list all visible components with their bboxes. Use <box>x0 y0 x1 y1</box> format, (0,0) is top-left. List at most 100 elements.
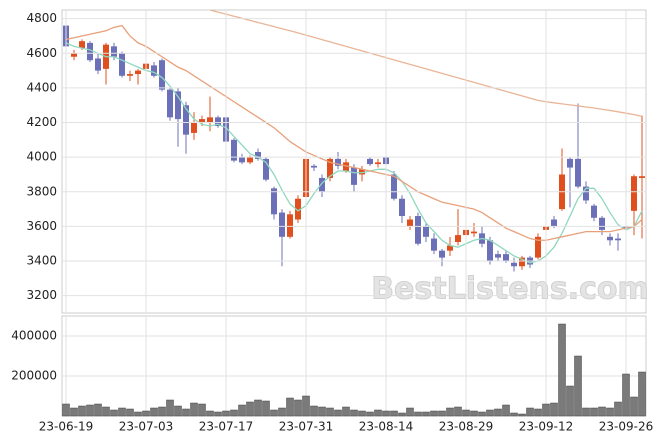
candle-body <box>615 238 621 241</box>
y-tick-label: 3600 <box>26 219 57 233</box>
volume-bar <box>102 406 110 417</box>
candle-body <box>535 236 541 258</box>
candle-body <box>471 231 477 234</box>
candle-body <box>295 198 301 220</box>
volume-bar <box>214 411 222 417</box>
candle-body <box>79 41 85 49</box>
volume-bar <box>358 410 366 417</box>
y-tick-label: 4600 <box>26 46 57 60</box>
volume-bar <box>246 401 254 417</box>
volume-bar <box>494 408 502 417</box>
moving-average <box>209 10 643 118</box>
candle-body <box>607 236 613 241</box>
volume-bar <box>198 403 206 417</box>
watermark: BestListens.com <box>371 272 649 307</box>
volume-bar <box>462 409 470 417</box>
candle-body <box>631 176 637 211</box>
candle-body <box>639 176 645 178</box>
volume-bar <box>526 407 534 417</box>
candle-body <box>567 158 573 168</box>
x-tick-label: 23-09-12 <box>519 420 573 434</box>
volume-bar <box>350 409 358 417</box>
volume-bar <box>182 408 190 417</box>
y-tick-label: 3200 <box>26 288 57 302</box>
volume-bar <box>622 373 630 417</box>
candle-body <box>255 151 261 159</box>
candle-body <box>447 245 453 251</box>
volume-bar <box>318 406 326 417</box>
candle-body <box>359 169 365 175</box>
volume-bar <box>470 410 478 417</box>
candle-body <box>231 139 237 161</box>
volume-bar <box>222 410 230 417</box>
candle-body <box>335 158 341 166</box>
candle-body <box>319 177 325 192</box>
candle-body <box>279 212 285 237</box>
volume-bar <box>414 411 422 417</box>
volume-bar <box>150 407 158 417</box>
volume-bar <box>262 400 270 417</box>
volume-bar <box>558 323 566 417</box>
volume-bar <box>142 410 150 417</box>
candle-body <box>399 198 405 217</box>
candle-body <box>167 89 173 118</box>
candle-body <box>239 157 245 163</box>
volume-bar <box>518 413 526 417</box>
candle-body <box>135 70 141 75</box>
volume-bar <box>238 404 246 417</box>
volume-bar <box>270 409 278 417</box>
volume-bar <box>302 395 310 417</box>
volume-bar <box>278 407 286 417</box>
volume-bar <box>230 409 238 417</box>
price-plot <box>63 10 645 272</box>
volume-bar <box>422 411 430 417</box>
candle-body <box>95 58 101 71</box>
volume-bar <box>134 411 142 417</box>
candle-body <box>111 46 117 57</box>
volume-bar <box>190 402 198 417</box>
x-tick-label: 23-06-19 <box>39 420 93 434</box>
volume-bar <box>94 403 102 417</box>
x-tick-label: 23-07-17 <box>199 420 253 434</box>
volume-bar <box>118 407 126 417</box>
y-tick-label: 4800 <box>26 11 57 25</box>
volume-bar <box>582 407 590 417</box>
volume-bar <box>550 402 558 417</box>
candle-body <box>151 65 157 76</box>
candle-body <box>119 53 125 76</box>
volume-bar <box>374 409 382 417</box>
volume-bar <box>326 407 334 417</box>
candle-body <box>375 162 381 165</box>
price-panel <box>61 9 647 314</box>
volume-bar <box>70 407 78 417</box>
candle-body <box>343 162 349 172</box>
candle-body <box>551 219 557 227</box>
volume-bar <box>638 371 646 417</box>
candle-body <box>263 158 269 180</box>
candle-body <box>367 158 373 165</box>
volume-bar <box>606 407 614 417</box>
volume-bar <box>382 410 390 417</box>
candle-body <box>583 186 589 201</box>
volume-bar <box>206 410 214 417</box>
x-tick-label: 23-07-03 <box>119 420 173 434</box>
candle-body <box>247 157 253 163</box>
volume-bar <box>446 407 454 417</box>
x-tick-label: 23-08-29 <box>439 420 493 434</box>
candle-body <box>191 122 197 133</box>
candle-body <box>495 254 501 258</box>
candle-body <box>207 117 213 123</box>
volume-bar <box>86 404 94 417</box>
volume-bar <box>542 403 550 417</box>
candle-body <box>423 226 429 237</box>
volume-bar <box>614 401 622 417</box>
candle-body <box>183 105 189 135</box>
candle-body <box>599 217 605 230</box>
candle-body <box>591 205 597 218</box>
y-tick-label: 4400 <box>26 80 57 94</box>
volume-bar <box>590 407 598 417</box>
candle-body <box>175 91 181 120</box>
volume-bar <box>598 406 606 417</box>
candle-body <box>519 257 525 267</box>
